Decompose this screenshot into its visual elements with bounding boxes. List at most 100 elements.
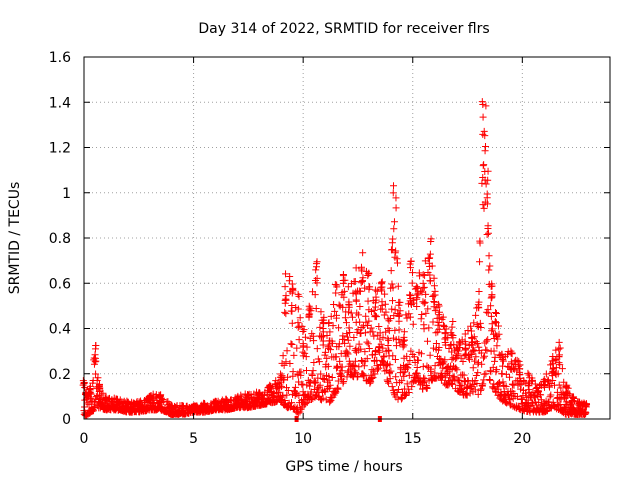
data-point bbox=[477, 385, 485, 393]
data-point bbox=[546, 383, 554, 391]
data-point-peak bbox=[555, 353, 563, 361]
data-point-peak bbox=[384, 324, 392, 332]
data-point bbox=[369, 374, 377, 382]
data-point-peak bbox=[492, 310, 500, 318]
data-point-peak bbox=[351, 277, 359, 285]
data-point-peak bbox=[419, 279, 427, 287]
data-point-peak bbox=[371, 313, 379, 321]
data-point bbox=[287, 340, 295, 348]
data-point bbox=[420, 374, 428, 382]
data-point-peak bbox=[190, 402, 198, 410]
data-point-peak bbox=[320, 316, 328, 324]
data-point bbox=[471, 357, 479, 365]
data-point bbox=[301, 333, 309, 341]
data-point-peak bbox=[581, 402, 589, 410]
data-point-peak bbox=[365, 269, 373, 277]
data-point bbox=[482, 337, 490, 345]
data-point bbox=[431, 362, 439, 370]
data-point-peak bbox=[391, 253, 399, 261]
data-point-peak bbox=[92, 342, 100, 350]
data-point bbox=[92, 370, 100, 378]
data-point bbox=[474, 390, 482, 398]
data-point-peak bbox=[555, 338, 563, 346]
data-point bbox=[321, 348, 329, 356]
data-point-peak bbox=[498, 351, 506, 359]
data-point-peak bbox=[319, 337, 327, 345]
data-point bbox=[487, 312, 495, 320]
data-point bbox=[388, 305, 396, 313]
data-point-peak bbox=[134, 401, 142, 409]
data-point bbox=[273, 385, 281, 393]
data-point-peak bbox=[95, 388, 103, 395]
data-point bbox=[403, 380, 411, 388]
data-point bbox=[484, 229, 492, 237]
data-point bbox=[333, 362, 341, 370]
data-point bbox=[388, 297, 396, 305]
data-point bbox=[341, 339, 349, 347]
data-point bbox=[297, 368, 305, 376]
data-point-peak bbox=[295, 292, 303, 300]
data-point bbox=[479, 354, 487, 362]
data-point-peak bbox=[425, 254, 433, 262]
data-point bbox=[277, 395, 285, 403]
data-point bbox=[475, 343, 483, 351]
data-point bbox=[284, 373, 292, 381]
data-point bbox=[494, 322, 502, 330]
data-point bbox=[370, 367, 378, 375]
data-point bbox=[491, 357, 499, 365]
data-point bbox=[524, 369, 532, 377]
data-point-peak bbox=[372, 293, 380, 301]
data-point bbox=[356, 287, 364, 295]
data-point bbox=[278, 383, 286, 391]
axis-ticks: 0 5 10 15 20 0 0.2 0.4 0.6 0.8 1 1.2 1.4 1.6 bbox=[49, 50, 610, 447]
data-point bbox=[361, 348, 369, 356]
data-point bbox=[341, 276, 349, 284]
data-point-peak bbox=[395, 298, 403, 306]
data-point bbox=[296, 314, 304, 322]
data-point bbox=[389, 352, 397, 360]
data-point bbox=[308, 371, 316, 379]
data-point bbox=[281, 397, 289, 405]
data-point-peak bbox=[388, 239, 396, 247]
data-point bbox=[81, 403, 89, 411]
data-point bbox=[481, 352, 489, 360]
data-point bbox=[325, 344, 333, 352]
data-point bbox=[480, 204, 488, 212]
data-point bbox=[357, 357, 365, 365]
data-point bbox=[409, 320, 417, 328]
data-point-peak bbox=[413, 291, 421, 299]
data-point-peak bbox=[568, 397, 576, 405]
data-point-peak bbox=[378, 278, 386, 286]
data-point-peak bbox=[156, 391, 164, 399]
data-point bbox=[435, 343, 443, 351]
data-point bbox=[294, 409, 302, 417]
data-point bbox=[453, 354, 461, 362]
data-point bbox=[413, 364, 421, 372]
data-point bbox=[290, 351, 298, 359]
data-point-peak bbox=[448, 323, 456, 331]
data-point-peak bbox=[540, 375, 548, 383]
data-point bbox=[344, 350, 352, 358]
y-tick-label: 1.4 bbox=[49, 95, 71, 111]
x-tick-label: 20 bbox=[513, 431, 531, 447]
data-point-peak bbox=[406, 291, 414, 299]
data-point bbox=[288, 399, 296, 407]
data-point bbox=[448, 355, 456, 363]
y-tick-label: 0.8 bbox=[49, 231, 71, 247]
data-point bbox=[306, 382, 314, 390]
data-point-peak bbox=[365, 306, 373, 314]
data-point bbox=[382, 328, 390, 336]
data-point bbox=[517, 385, 525, 393]
data-point bbox=[363, 338, 371, 346]
data-point bbox=[344, 336, 352, 344]
data-point bbox=[439, 313, 447, 321]
data-point-peak bbox=[491, 318, 499, 326]
data-point-peak bbox=[305, 302, 313, 310]
data-point-peak bbox=[352, 264, 360, 272]
x-tick-label: 10 bbox=[294, 431, 312, 447]
data-point bbox=[368, 374, 376, 382]
data-point-peak bbox=[461, 330, 469, 338]
data-point bbox=[435, 325, 443, 333]
data-point-peak bbox=[189, 403, 197, 411]
data-point bbox=[426, 351, 434, 359]
